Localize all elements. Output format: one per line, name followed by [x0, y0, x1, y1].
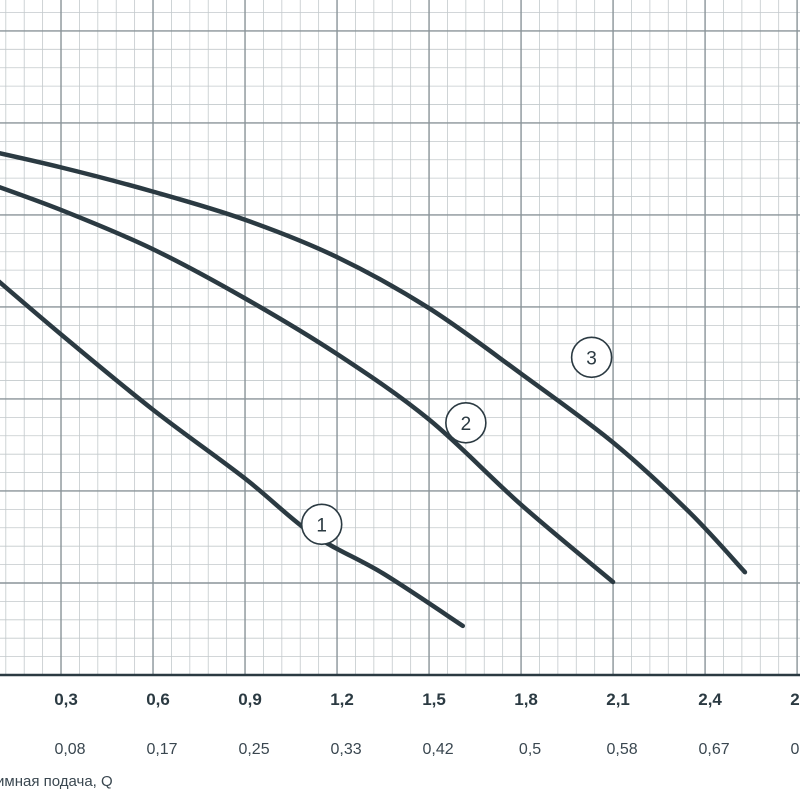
x-tick-label-primary: 0,9 [238, 690, 262, 709]
x-tick-label-primary: 1,8 [514, 690, 538, 709]
x-tick-label-secondary: 0,42 [422, 741, 453, 758]
x-tick-label-primary: 2,7 [790, 690, 800, 709]
curve-3 [0, 151, 748, 575]
x-tick-label-secondary: 0,5 [519, 741, 541, 758]
curve-marker-2 [445, 402, 487, 444]
x-axis-label: имная подача, Q [0, 773, 113, 790]
curve-1 [0, 279, 466, 629]
x-tick-label-secondary: 0,17 [146, 741, 177, 758]
x-tick-label-primary: 2,4 [698, 690, 722, 709]
x-tick-label-secondary: 0,08 [54, 741, 85, 758]
minor-grid [0, 0, 800, 675]
curve-marker-1 [300, 503, 343, 546]
curve-marker-3 [570, 336, 613, 379]
x-tick-label-secondary: 0,75 [791, 741, 800, 758]
x-ticks-primary: 0,3 0,6 0,9 1,2 1,5 1,8 2,1 2,4 2,7 [54, 690, 800, 709]
curve-marker-label-3: 3 [586, 348, 597, 369]
x-tick-label-secondary: 0,25 [238, 741, 269, 758]
x-tick-label-primary: 0,3 [54, 690, 78, 709]
x-tick-label-secondary: 0,33 [330, 741, 361, 758]
x-tick-label-primary: 1,5 [422, 690, 446, 709]
curve-marker-label-2: 2 [461, 414, 472, 435]
x-tick-label-primary: 2,1 [606, 690, 630, 709]
x-tick-label-secondary: 0,67 [699, 741, 730, 758]
curves [0, 151, 748, 629]
x-ticks-secondary: 0,08 0,17 0,25 0,33 0,42 0,5 0,58 0,67 0,75 [54, 741, 800, 758]
curve-2 [0, 184, 616, 585]
major-grid [0, 0, 800, 676]
x-tick-label-primary: 0,6 [146, 690, 170, 709]
x-tick-label-secondary: 0,58 [606, 741, 637, 758]
curve-markers: 1 2 3 [300, 336, 613, 546]
x-tick-label-primary: 1,2 [330, 690, 354, 709]
curve-marker-label-1: 1 [316, 515, 327, 536]
